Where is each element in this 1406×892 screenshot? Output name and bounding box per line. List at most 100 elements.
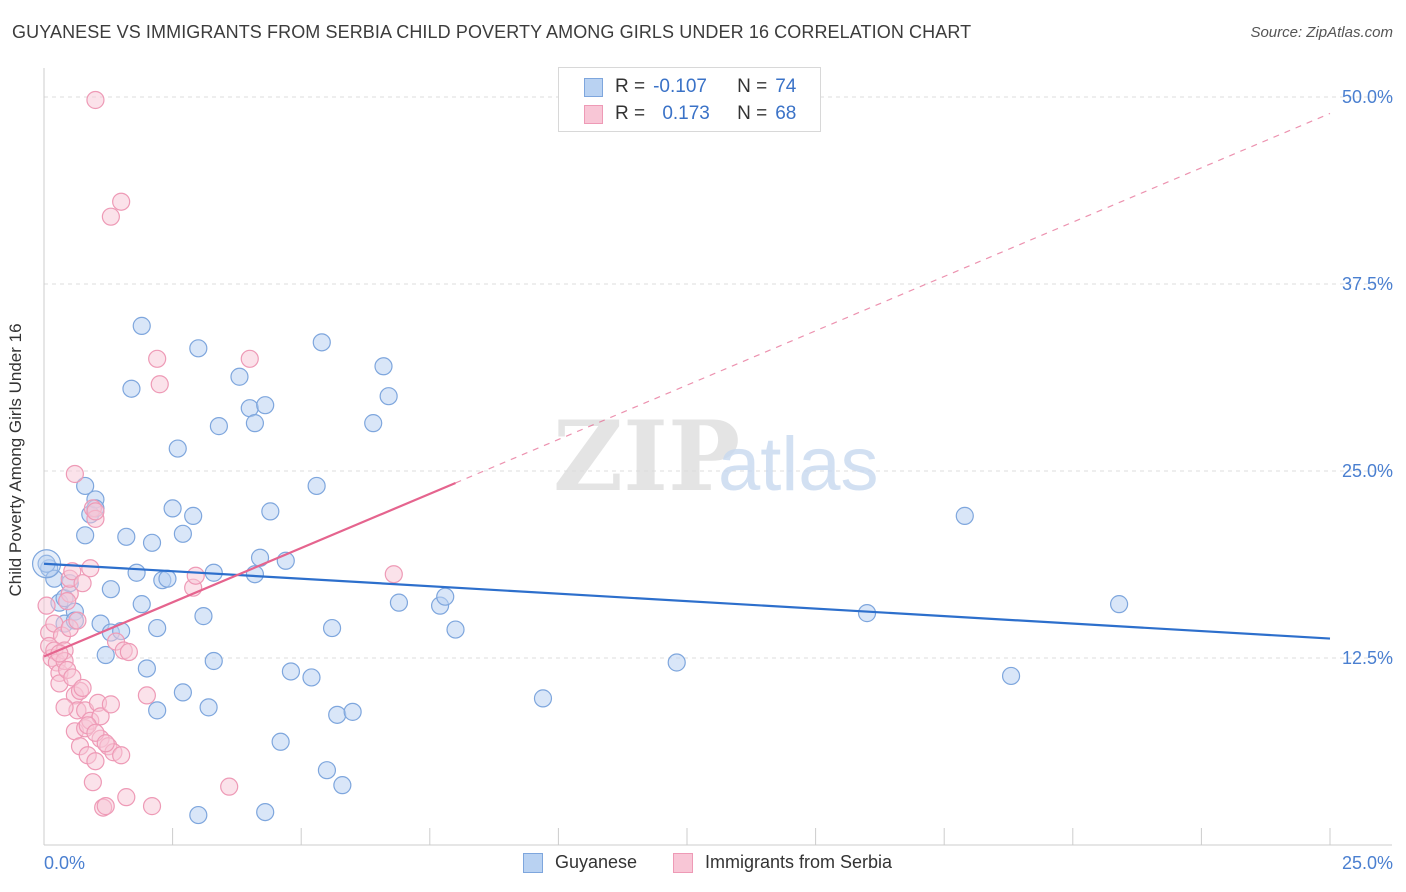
- data-point-serbia: [73, 678, 92, 698]
- chart-title: GUYANESE VS IMMIGRANTS FROM SERBIA CHILD…: [12, 22, 972, 42]
- data-point-guyanese: [132, 316, 151, 335]
- data-point-guyanese: [101, 580, 120, 599]
- data-point-serbia: [119, 642, 138, 662]
- data-point-serbia: [83, 773, 102, 792]
- y-tick-label: 37.5%: [1342, 274, 1393, 294]
- legend-n-value: 74: [775, 76, 797, 97]
- data-point-guyanese: [857, 604, 877, 623]
- data-point-guyanese: [1109, 595, 1129, 614]
- data-point-guyanese: [163, 499, 182, 518]
- data-point-guyanese: [436, 587, 455, 606]
- source-label: Source: ZipAtlas.com: [1250, 24, 1393, 41]
- data-point-guyanese: [256, 396, 275, 415]
- data-point-guyanese: [261, 502, 280, 521]
- data-point-serbia: [55, 698, 74, 717]
- bottom-legend-swatch-blue: [523, 852, 543, 873]
- data-point-serbia: [73, 574, 92, 593]
- series-guyanese-points: [37, 316, 1129, 825]
- data-point-serbia: [58, 592, 77, 611]
- bottom-legend-label: Guyanese: [555, 852, 638, 872]
- data-point-serbia: [101, 695, 120, 714]
- bottom-legend-serbia: Immigrants from Serbia: [673, 852, 892, 873]
- data-point-guyanese: [168, 439, 187, 458]
- y-tick-label: 25.0%: [1342, 461, 1393, 481]
- data-point-guyanese: [333, 776, 352, 795]
- data-point-guyanese: [230, 367, 249, 386]
- data-point-guyanese: [204, 651, 223, 671]
- data-point-serbia: [101, 207, 120, 226]
- data-point-serbia: [112, 746, 131, 765]
- bottom-legend-guyanese: Guyanese: [523, 852, 637, 873]
- data-point-guyanese: [1001, 666, 1021, 686]
- data-point-guyanese: [173, 524, 192, 543]
- legend-r-label: R =: [615, 76, 646, 97]
- data-point-serbia: [240, 349, 259, 368]
- data-point-serbia: [96, 734, 115, 753]
- data-point-serbia: [137, 686, 156, 705]
- data-point-guyanese: [343, 702, 362, 721]
- data-point-serbia: [117, 788, 136, 807]
- y-tick-label: 50.0%: [1342, 87, 1393, 107]
- legend-row-serbia: R = 0.173 N = 68: [584, 101, 796, 127]
- data-point-guyanese: [184, 506, 203, 525]
- legend-n-label: N =: [737, 103, 768, 124]
- data-point-serbia: [186, 566, 205, 585]
- data-point-serbia: [112, 192, 131, 211]
- data-point-serbia: [63, 562, 82, 581]
- bottom-legend-label: Immigrants from Serbia: [705, 852, 893, 872]
- data-point-guyanese: [281, 662, 301, 681]
- data-point-guyanese: [76, 526, 95, 545]
- data-point-serbia: [86, 502, 105, 521]
- data-point-serbia: [220, 777, 239, 796]
- legend-n-label: N =: [737, 76, 768, 97]
- data-point-guyanese: [307, 476, 326, 496]
- data-point-guyanese: [256, 802, 275, 822]
- data-point-guyanese: [96, 645, 115, 665]
- data-point-guyanese: [364, 414, 383, 433]
- data-point-guyanese: [189, 805, 208, 825]
- data-point-guyanese: [328, 705, 347, 724]
- data-point-guyanese: [446, 620, 465, 639]
- data-point-guyanese: [148, 618, 167, 638]
- data-point-serbia: [86, 752, 105, 771]
- data-point-serbia: [96, 797, 115, 816]
- data-point-serbia: [384, 565, 403, 584]
- data-point-guyanese: [117, 527, 136, 546]
- data-point-guyanese: [374, 357, 393, 376]
- data-point-serbia: [81, 559, 100, 578]
- data-point-guyanese: [209, 417, 228, 436]
- trendline-guyanese: [43, 562, 1331, 640]
- data-point-serbia: [150, 375, 169, 394]
- data-point-guyanese: [955, 506, 974, 525]
- data-point-guyanese: [199, 698, 218, 717]
- data-point-serbia: [91, 707, 110, 726]
- bottom-legend-swatch-pink: [673, 852, 693, 873]
- data-point-serbia: [37, 596, 56, 615]
- legend-swatch-blue: [584, 77, 603, 97]
- data-point-serbia: [68, 611, 87, 630]
- data-point-guyanese: [245, 414, 265, 433]
- legend-n-value: 68: [775, 103, 797, 124]
- data-point-guyanese: [379, 387, 398, 406]
- data-point-guyanese: [158, 569, 177, 588]
- legend-r-value: -0.107: [653, 76, 707, 97]
- legend-r-label: R =: [615, 103, 646, 124]
- data-point-guyanese: [132, 595, 151, 614]
- series-serbia-points: [37, 90, 403, 817]
- watermark-zip: ZIP: [553, 400, 740, 513]
- data-point-guyanese: [173, 683, 192, 702]
- data-point-guyanese: [389, 593, 409, 612]
- x-tick-label: 0.0%: [44, 853, 85, 873]
- data-point-guyanese: [189, 339, 208, 358]
- data-point-guyanese: [137, 659, 156, 678]
- data-point-guyanese: [312, 333, 331, 352]
- stats-legend: R = -0.107 N = 74 R = 0.173 N = 68: [558, 67, 821, 132]
- data-point-guyanese: [302, 668, 321, 687]
- trendline-serbia: [43, 481, 456, 658]
- data-point-guyanese: [127, 563, 146, 582]
- data-point-guyanese: [122, 379, 141, 398]
- data-point-guyanese: [76, 476, 95, 496]
- data-point-guyanese: [533, 689, 553, 708]
- data-point-serbia: [86, 90, 105, 110]
- data-point-guyanese: [271, 732, 290, 751]
